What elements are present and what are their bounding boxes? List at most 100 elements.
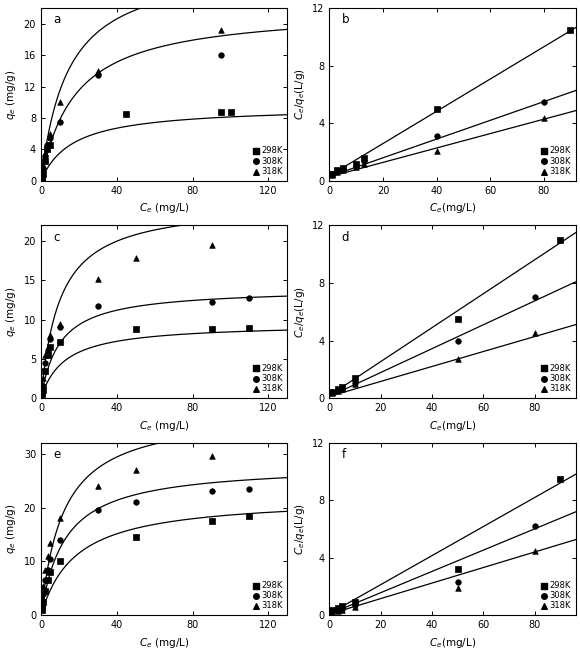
Legend: 298K, 308K, 318K: 298K, 308K, 318K [540,145,572,177]
Point [46,334,55,345]
Text: d: d [342,231,349,244]
Point [38,381,48,392]
Point [93,69,103,80]
Point [207,240,216,250]
Point [334,606,343,616]
Legend: 298K, 308K, 318K: 298K, 308K, 318K [252,363,283,394]
Point [453,314,462,324]
Point [37,167,46,178]
Y-axis label: $C_e/q_e$(L/g): $C_e/q_e$(L/g) [292,69,307,120]
X-axis label: $C_e$(mg/L): $C_e$(mg/L) [429,201,476,215]
Point [93,300,103,311]
Point [453,336,462,346]
Legend: 298K, 308K, 318K: 298K, 308K, 318K [252,145,283,177]
Point [43,564,52,575]
X-axis label: $C_e$ (mg/L): $C_e$ (mg/L) [139,419,190,432]
Point [207,516,216,526]
Point [40,564,49,575]
Point [351,162,361,173]
Point [37,173,46,184]
Point [453,577,462,587]
Point [46,342,55,353]
Point [539,96,548,107]
Point [46,140,55,150]
Legend: 298K, 308K, 318K: 298K, 308K, 318K [540,580,572,611]
Point [338,383,347,393]
Point [43,551,52,561]
Point [338,384,347,394]
Point [122,109,131,119]
Point [37,600,46,610]
Point [37,169,46,180]
Text: e: e [53,448,60,461]
Point [55,318,64,329]
Point [37,381,46,392]
Point [334,386,343,396]
Point [350,373,360,383]
Point [539,112,548,123]
Point [360,152,369,163]
Point [328,168,337,179]
Point [360,158,369,169]
Point [55,116,64,127]
Point [40,156,49,166]
Point [338,382,347,392]
Point [46,567,55,577]
X-axis label: $C_e$(mg/L): $C_e$(mg/L) [429,419,476,432]
Point [530,328,539,339]
Point [530,545,539,556]
Point [207,296,216,307]
Point [55,322,64,333]
Point [55,336,64,347]
Point [38,385,48,396]
Point [40,350,49,360]
Point [37,174,46,184]
Point [350,600,360,610]
Point [37,389,46,400]
Point [453,564,462,575]
Point [333,165,342,175]
Point [38,160,48,170]
Point [93,273,103,284]
Point [42,140,51,150]
Point [351,158,361,169]
Point [327,387,336,398]
Point [46,553,55,564]
Point [245,323,254,334]
Point [43,575,52,585]
Point [453,583,462,593]
Point [46,330,55,341]
Point [333,167,342,178]
X-axis label: $C_e$(mg/L): $C_e$(mg/L) [429,636,476,650]
Point [338,603,347,613]
Point [338,604,347,615]
Point [334,603,343,613]
Point [350,378,360,388]
Point [530,521,539,532]
Point [37,591,46,602]
Point [40,366,49,376]
Point [334,605,343,615]
Point [333,166,342,177]
Point [40,586,49,596]
Point [327,387,336,397]
Point [93,505,103,515]
Point [55,97,64,107]
Point [338,164,347,175]
Point [226,107,235,117]
Point [40,575,49,585]
Point [338,163,347,173]
Point [556,235,565,245]
Text: c: c [53,231,60,244]
Point [37,389,46,400]
Point [216,50,226,60]
Point [350,602,360,612]
Y-axis label: $C_e/q_e$(L/g): $C_e/q_e$(L/g) [292,503,307,555]
Point [432,145,441,156]
Point [432,131,441,141]
Point [40,150,49,161]
Point [37,605,46,615]
Point [351,161,361,171]
Point [453,354,462,364]
Point [55,557,64,567]
